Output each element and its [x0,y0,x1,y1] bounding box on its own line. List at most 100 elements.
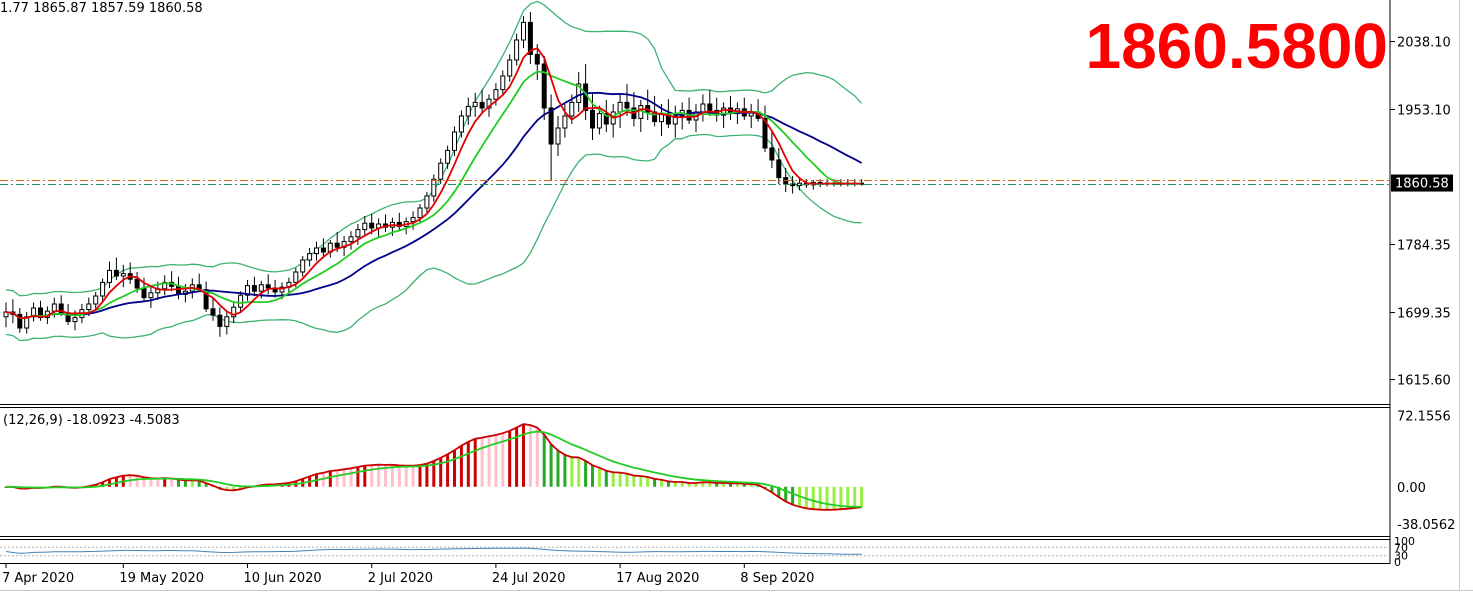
macd-hist-bar [825,486,829,510]
macd-hist-bar [549,444,553,487]
candle-body [17,313,23,329]
candle-body [721,107,727,116]
candle-body [238,294,244,308]
candle [776,148,782,184]
macd-hist-bar [860,486,864,508]
candle [362,216,368,236]
ma-mid-line [5,70,862,320]
candle [300,256,306,277]
macd-tick-label: 72.1556 [1397,410,1451,425]
macd-hist-bar [770,486,774,493]
candle-body [445,149,451,164]
candle-body [51,303,57,312]
macd-hist-bar [487,436,491,487]
date-tick-label: 8 Sep 2020 [740,571,814,586]
price-tick-label: 1784.35 [1397,239,1451,254]
candle [320,238,326,257]
candle [265,274,271,295]
macd-hist-bar [604,470,608,487]
macd-hist-bar [749,484,753,487]
axes: 2038.10 1953.10 1784.35 1699.35 1615.60 1860.… [2,36,1453,586]
candle [203,281,209,312]
date-tick-label: 7 Apr 2020 [2,571,74,586]
candle-body [134,278,140,289]
candle-body [486,98,492,109]
candle-body [355,229,361,238]
candle-body [362,222,368,231]
macd-hist-bar [356,466,360,487]
ohlc-readout: 1.77 1865.87 1857.59 1860.58 [0,1,203,16]
candle-body [24,316,30,329]
candle-body [700,103,706,113]
macd-hist-bar [335,470,339,487]
macd-hist-bar [522,424,525,487]
candle-body [245,285,250,296]
macd-hist-bar [708,482,712,487]
macd-hist-bar [149,478,153,487]
macd-hist-bar [508,430,512,487]
macd-hist-bar [232,486,236,491]
macd-hist-bar [466,441,470,487]
macd-hist-bar [666,481,670,487]
candle-body [576,83,582,103]
macd-hist-bar [453,450,456,487]
macd-hist-bar [446,454,450,487]
candle [479,89,485,113]
macd-hist-bar [832,486,836,510]
candle-body [307,253,313,261]
candle [251,276,257,296]
candle [562,104,568,138]
candle-body [452,131,457,151]
candle-body [293,271,299,283]
macd-hist-bar [639,475,643,487]
candle-body [624,101,630,109]
candle [217,307,223,337]
macd-hist-bar [418,465,422,487]
price-tag-label: 1860.58 [1395,177,1449,192]
candle [445,145,451,169]
candle [307,248,313,267]
macd-hist-bar [777,486,781,498]
date-tick-label: 17 Aug 2020 [616,571,699,586]
candle-body [148,292,154,299]
macd-hist-bar [715,483,719,487]
candle-body [514,39,520,61]
rsi-tick-label: 30 [1394,550,1408,563]
macd-hist-bar [480,437,484,487]
candle [548,94,554,180]
candle-body [500,75,506,91]
candle [452,126,457,156]
macd-hist-bar [653,478,657,487]
price-tick-label: 1699.35 [1397,307,1451,322]
macd-hist-bar [135,475,139,487]
macd-hist-bar [597,467,601,487]
candle-body [300,259,306,273]
candle [348,231,354,250]
candle-body [562,115,568,129]
candle-body [58,303,64,314]
macd-hist-bar [735,483,739,487]
candle [431,174,437,202]
macd-hist-bar [853,486,857,508]
moving-averages [5,47,863,320]
candle [31,302,37,322]
candle-body [672,115,678,125]
candle [314,241,319,261]
macd-hist-bar [363,465,367,487]
price-lines [0,180,1390,186]
price-tick-label: 2038.10 [1397,36,1451,51]
candle-body [334,242,340,248]
macd-hist-bar [646,477,650,487]
candle [107,261,112,288]
macd-hist-bar [459,445,463,487]
macd-hist-bar [542,434,546,487]
candle-body [203,289,209,310]
candle [210,297,216,321]
candle-body [424,195,430,209]
candle-body [265,284,271,289]
macd-hist-bar [846,486,850,509]
macd-hist-bar [204,483,208,487]
macd-hist-bar [114,477,118,487]
macd-hist-bar [625,473,629,487]
macd-hist-bar [328,471,332,487]
